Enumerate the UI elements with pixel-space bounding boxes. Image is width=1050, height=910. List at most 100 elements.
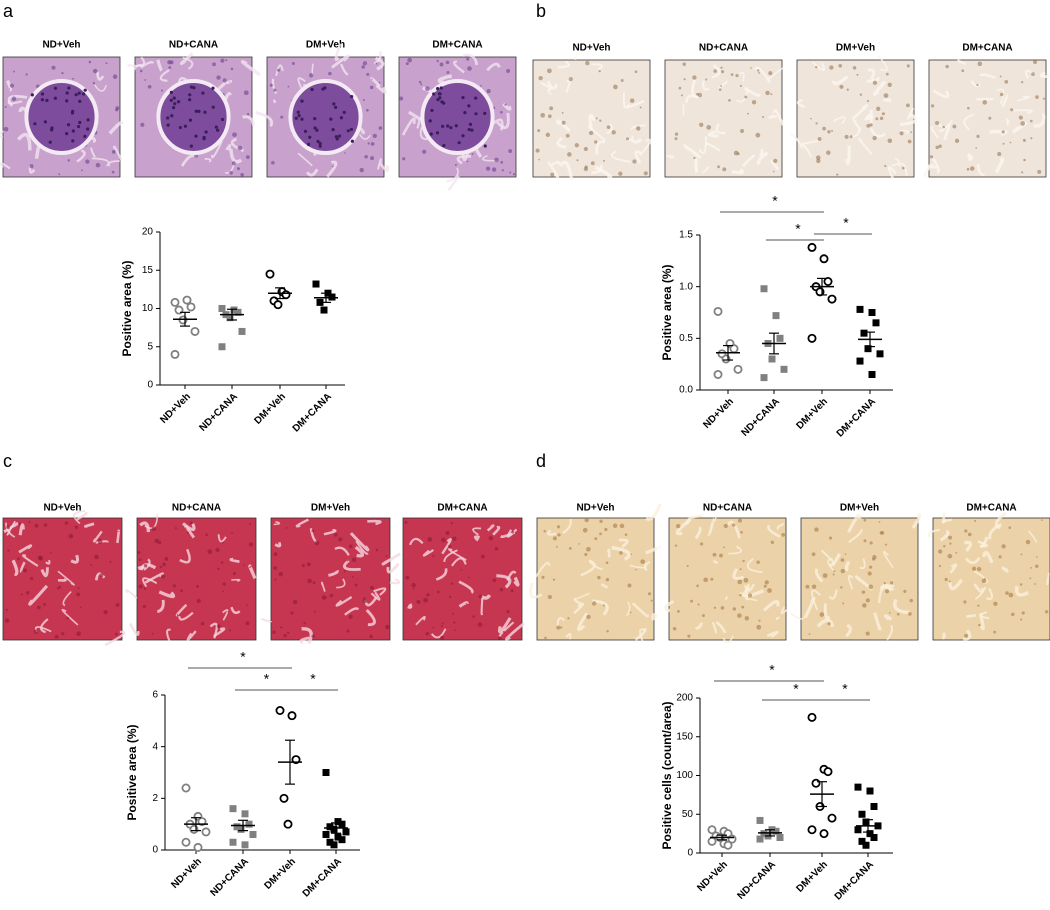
tissue-stroke xyxy=(942,123,951,141)
cell-nucleus xyxy=(583,146,588,152)
tissue-stroke xyxy=(340,63,349,76)
cell-nucleus xyxy=(201,91,205,95)
cell-nucleus xyxy=(329,117,333,121)
tissue-stroke xyxy=(639,628,646,642)
cell-nucleus xyxy=(1021,611,1025,615)
tissue-stroke xyxy=(756,151,769,166)
cell-nucleus xyxy=(202,137,206,141)
data-point xyxy=(819,254,829,264)
tissue-stroke xyxy=(275,64,284,77)
cell-nucleus xyxy=(907,139,912,144)
cell-nucleus xyxy=(993,630,997,634)
cell-nucleus xyxy=(159,565,163,569)
x-tick-label: DM+CANA xyxy=(835,396,878,439)
tissue-stroke xyxy=(11,559,19,577)
data-point xyxy=(328,293,336,301)
tissue-stroke xyxy=(342,559,361,571)
cell-nucleus xyxy=(468,122,473,126)
image-label: ND+CANA xyxy=(703,503,752,514)
cell-nucleus xyxy=(906,64,910,68)
tissue-stroke xyxy=(94,572,106,581)
tissue-stroke xyxy=(975,97,994,101)
tissue-stroke xyxy=(498,621,515,638)
data-point xyxy=(334,833,342,841)
cell-nucleus xyxy=(188,118,193,122)
tissue-stroke xyxy=(811,589,821,611)
cell-nucleus xyxy=(491,167,497,172)
cell-nucleus xyxy=(827,130,831,134)
cell-nucleus xyxy=(643,171,648,176)
cell-nucleus xyxy=(839,84,844,89)
tissue-stroke xyxy=(62,590,72,607)
cell-nucleus xyxy=(739,568,742,571)
data-point xyxy=(320,306,328,314)
glomerulus xyxy=(288,79,363,155)
cell-nucleus xyxy=(603,159,606,162)
tissue-stroke xyxy=(724,596,728,601)
cell-nucleus xyxy=(144,79,147,81)
tissue-stroke xyxy=(707,521,715,536)
micrograph xyxy=(928,511,1050,641)
y-tick-label: 0 xyxy=(147,380,153,391)
tissue-stroke xyxy=(948,578,963,591)
cell-nucleus xyxy=(970,166,975,171)
cell-nucleus xyxy=(451,582,454,585)
data-point xyxy=(181,837,191,847)
cell-nucleus xyxy=(876,106,881,111)
data-point xyxy=(856,357,864,365)
data-point xyxy=(776,334,784,342)
tissue-stroke xyxy=(446,167,459,183)
tissue-stroke xyxy=(305,168,319,177)
cell-nucleus xyxy=(338,537,343,542)
significance-label: * xyxy=(240,649,246,665)
cell-nucleus xyxy=(9,83,15,88)
cell-nucleus xyxy=(194,109,198,113)
cell-nucleus xyxy=(61,632,65,636)
cell-nucleus xyxy=(166,116,170,120)
tissue-stroke xyxy=(142,577,158,588)
cell-nucleus xyxy=(612,523,618,529)
cell-nucleus xyxy=(1004,80,1009,84)
cell-nucleus xyxy=(869,123,873,127)
cell-nucleus xyxy=(477,622,483,627)
y-tick-label: 100 xyxy=(676,770,693,781)
cell-nucleus xyxy=(862,603,867,608)
data-point xyxy=(823,276,833,286)
cell-nucleus xyxy=(88,60,92,64)
tissue-stroke xyxy=(370,591,381,601)
cell-nucleus xyxy=(624,533,628,536)
x-tick-label: ND+Veh xyxy=(158,391,193,426)
tissue-stroke xyxy=(963,629,972,641)
cell-nucleus xyxy=(140,122,145,127)
tissue-stroke xyxy=(540,81,552,91)
tissue-stroke xyxy=(796,98,805,109)
tissue-stroke xyxy=(231,578,241,582)
cell-nucleus xyxy=(143,564,148,568)
tissue-stroke xyxy=(116,529,121,544)
cell-nucleus xyxy=(540,112,546,118)
cell-nucleus xyxy=(467,576,470,579)
cell-nucleus xyxy=(512,173,516,176)
tissue-stroke xyxy=(820,549,836,567)
cell-nucleus xyxy=(844,134,849,139)
cell-nucleus xyxy=(545,132,551,137)
tissue-stroke xyxy=(758,148,764,157)
cell-nucleus xyxy=(773,158,778,163)
tissue-stroke xyxy=(326,160,338,178)
cell-nucleus xyxy=(672,626,677,631)
cell-nucleus xyxy=(43,523,48,527)
cell-nucleus xyxy=(590,161,595,166)
cell-nucleus xyxy=(884,543,888,546)
tissue-stroke xyxy=(852,119,862,132)
cell-nucleus xyxy=(375,548,379,552)
cell-nucleus xyxy=(765,90,770,96)
tissue-stroke xyxy=(970,80,982,88)
cell-nucleus xyxy=(861,590,866,594)
tissue-stroke xyxy=(988,523,1002,540)
cell-nucleus xyxy=(351,576,354,578)
tissue-stroke xyxy=(789,612,806,620)
tissue-stroke xyxy=(156,599,165,614)
cell-nucleus xyxy=(887,82,892,88)
cell-nucleus xyxy=(935,120,940,126)
cell-nucleus xyxy=(440,625,443,628)
